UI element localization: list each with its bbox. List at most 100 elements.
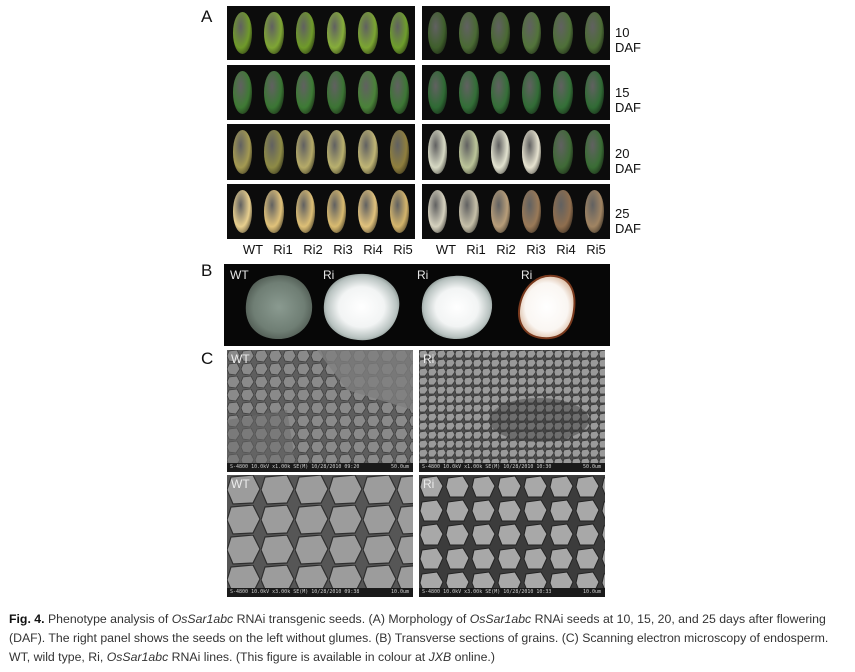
seed-grain bbox=[584, 11, 605, 55]
seed-grain bbox=[232, 190, 253, 233]
seed-grain bbox=[584, 130, 605, 174]
daf-label-15: 15 DAF bbox=[615, 85, 641, 115]
col-label-ri4-right: Ri4 bbox=[556, 242, 576, 257]
col-label-ri3-right: Ri3 bbox=[526, 242, 546, 257]
panel-label-a: A bbox=[201, 7, 213, 26]
col-label-ri5-left: Ri5 bbox=[393, 242, 413, 257]
seed-grain bbox=[326, 190, 347, 233]
seed-grain bbox=[553, 130, 573, 174]
section-label-wt: WT bbox=[230, 268, 249, 282]
seed-grain bbox=[264, 11, 284, 55]
daf-label-25: 25 DAF bbox=[615, 206, 641, 236]
seed-grain bbox=[459, 11, 479, 55]
sem-scale-text: 50.0um bbox=[390, 464, 409, 470]
col-label-ri3-left: Ri3 bbox=[333, 242, 353, 257]
col-label-ri2-right: Ri2 bbox=[496, 242, 516, 257]
col-label-ri1-left: Ri1 bbox=[273, 242, 293, 257]
seed-strip-15daf-without-glumes bbox=[422, 65, 610, 120]
seed-grain bbox=[326, 130, 347, 174]
seed-grain bbox=[326, 11, 347, 55]
journal-name: JXB bbox=[428, 650, 452, 664]
grain-section-ri-2 bbox=[421, 275, 493, 340]
seed-grain bbox=[295, 130, 316, 174]
seed-grain bbox=[232, 71, 253, 114]
caption-text: RNAi seeds at 10, 15, 20, and 25 days af… bbox=[9, 612, 829, 664]
col-label-wt-left: WT bbox=[242, 242, 264, 257]
seed-strip-15daf-with-glumes bbox=[227, 65, 415, 120]
gene-name: OsSar1abc bbox=[106, 650, 169, 664]
seed-grain bbox=[553, 11, 573, 55]
grain-sections-image bbox=[245, 273, 576, 341]
seed-strip-10daf-without-glumes bbox=[422, 6, 610, 60]
sem-info-bar: S-4800 10.0kV x1.00k SE(M) 10/28/2010 09… bbox=[227, 463, 413, 472]
seed-grain bbox=[553, 190, 573, 233]
seed-grain bbox=[358, 11, 378, 55]
seed-grain bbox=[295, 71, 316, 114]
sem-info-text: S-4800 10.0kV x3.00k SE(M) 10/28/2010 10… bbox=[422, 589, 552, 595]
col-label-ri2-left: Ri2 bbox=[303, 242, 323, 257]
seed-grain bbox=[490, 190, 511, 233]
panel-label-b: B bbox=[201, 261, 213, 280]
sem-texture bbox=[227, 350, 413, 472]
caption-text: Phenotype analysis of bbox=[44, 612, 172, 626]
sem-info-text: S-4800 10.0kV x3.00k SE(M) 10/28/2010 09… bbox=[230, 589, 360, 595]
sem-texture bbox=[227, 475, 413, 597]
sem-info-bar: S-4800 10.0kV x3.00k SE(M) 10/28/2010 10… bbox=[419, 588, 605, 597]
seed-grain bbox=[459, 190, 479, 233]
seed-grain bbox=[389, 11, 410, 55]
seed-grain bbox=[295, 11, 316, 55]
gene-name: OsSar1abc bbox=[171, 612, 234, 626]
seed-grain bbox=[427, 190, 448, 233]
col-label-ri4-left: Ri4 bbox=[363, 242, 383, 257]
seed-grain bbox=[389, 71, 410, 114]
section-label-ri-1: Ri bbox=[323, 268, 335, 282]
seed-strip-25daf-with-glumes bbox=[227, 184, 415, 239]
seed-grain bbox=[295, 190, 316, 233]
seed-strip-25daf-without-glumes bbox=[422, 184, 610, 239]
sem-image-wt-high-mag: WT S-4800 10.0kV x3.00k SE(M) 10/28/2010… bbox=[227, 475, 413, 597]
col-label-wt-right: WT bbox=[435, 242, 457, 257]
seed-grain bbox=[521, 11, 542, 55]
sem-image-ri-high-mag: Ri S-4800 10.0kV x3.00k SE(M) 10/28/2010… bbox=[419, 475, 605, 597]
seed-grain bbox=[232, 130, 253, 174]
gene-name: OsSar1abc bbox=[469, 612, 532, 626]
sem-info-text: S-4800 10.0kV x1.00k SE(M) 10/28/2010 10… bbox=[422, 464, 552, 470]
seed-grain bbox=[459, 130, 479, 174]
seed-strip-20daf-with-glumes bbox=[227, 124, 415, 180]
panel-b-transverse-sections: WT Ri Ri Ri bbox=[224, 264, 610, 346]
section-label-ri-2: Ri bbox=[417, 268, 429, 282]
seed-grain bbox=[358, 71, 378, 114]
seed-strip-20daf-without-glumes bbox=[422, 124, 610, 180]
seed-grain bbox=[358, 130, 378, 174]
panel-label-c: C bbox=[201, 349, 214, 368]
caption-text: online.) bbox=[451, 650, 495, 664]
seed-grain bbox=[232, 11, 253, 55]
sem-label: Ri bbox=[423, 477, 435, 491]
seed-grain bbox=[389, 190, 410, 233]
seed-grain bbox=[264, 71, 284, 114]
sem-info-bar: S-4800 10.0kV x3.00k SE(M) 10/28/2010 09… bbox=[227, 588, 413, 597]
sem-scale-text: 50.0um bbox=[582, 464, 601, 470]
seed-grain bbox=[459, 71, 479, 114]
sem-scale-text: 10.0um bbox=[582, 589, 601, 595]
caption-text: RNAi transgenic seeds. (A) Morphology of bbox=[233, 612, 470, 626]
seed-grain bbox=[427, 130, 448, 174]
seed-grain bbox=[521, 190, 542, 233]
seed-grain bbox=[264, 130, 284, 174]
seed-grain bbox=[584, 71, 605, 114]
seed-grain bbox=[490, 71, 511, 114]
sem-scale-text: 10.0um bbox=[390, 589, 409, 595]
seed-grain bbox=[521, 71, 542, 114]
grain-section-ri-3 bbox=[518, 274, 576, 340]
seed-grain bbox=[427, 11, 448, 55]
sem-texture bbox=[419, 475, 605, 597]
grain-section-ri-1 bbox=[323, 273, 400, 341]
caption-text: RNAi lines. (This figure is available in… bbox=[168, 650, 429, 664]
daf-label-10: 10 DAF bbox=[615, 25, 641, 55]
col-label-ri1-right: Ri1 bbox=[466, 242, 486, 257]
seed-grain bbox=[326, 71, 347, 114]
sem-label: WT bbox=[231, 477, 250, 491]
section-label-ri-3: Ri bbox=[521, 268, 533, 282]
grain-section-wt bbox=[245, 275, 313, 340]
seed-grain bbox=[358, 190, 378, 233]
